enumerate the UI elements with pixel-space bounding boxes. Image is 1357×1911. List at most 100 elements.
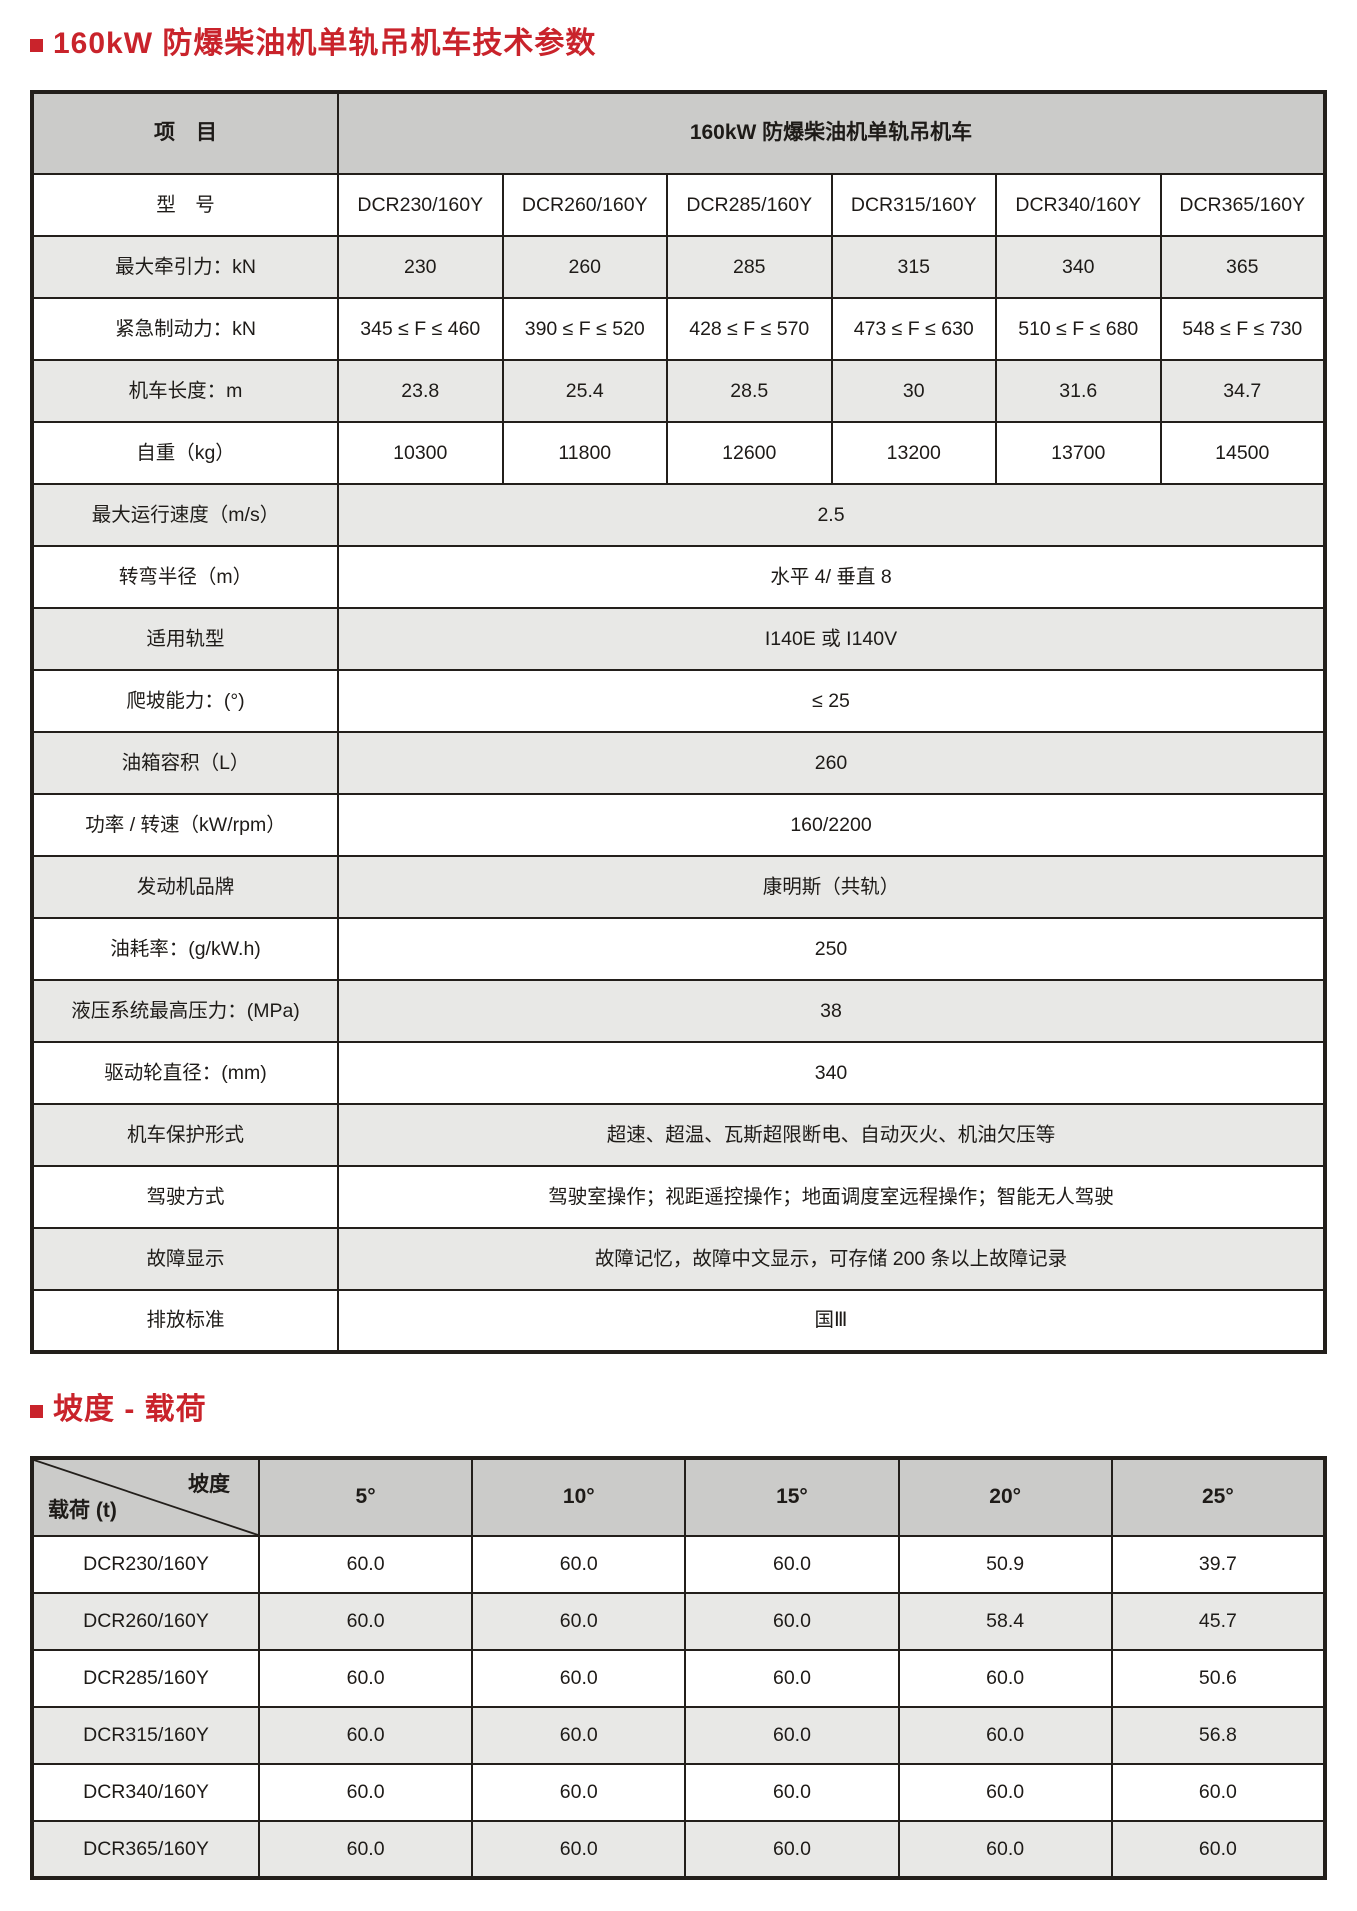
slope-cell: 60.0: [684, 1820, 900, 1879]
spec-cell: 28.5: [666, 359, 833, 423]
slope-cell: 50.9: [897, 1535, 1113, 1594]
spec-cell: 25.4: [501, 359, 668, 423]
slope-cell: 60.0: [1110, 1820, 1327, 1879]
slope-col-header: 15°: [684, 1457, 900, 1537]
spec-row-label: 机车保护形式: [31, 1103, 339, 1167]
spec-cell: 340: [995, 235, 1162, 299]
spec-row-label: 驱动轮直径：(mm): [31, 1041, 339, 1105]
spec-cell-merged: 国Ⅲ: [337, 1289, 1326, 1353]
spec-cell: 473 ≤ F ≤ 630: [830, 297, 997, 361]
corner-load-label: 载荷 (t): [48, 1499, 117, 1522]
spec-header-row: 项 目 160kW 防爆柴油机单轨吊机车: [31, 91, 1326, 175]
spec-row-label: 转弯半径（m）: [31, 545, 339, 609]
spec-cell: DCR230/160Y: [337, 173, 504, 237]
spec-cell-merged: ≤ 25: [337, 669, 1326, 733]
corner-slope-label: 坡度: [188, 1473, 230, 1496]
spec-row-turn-radius: 转弯半径（m） 水平 4/ 垂直 8: [31, 545, 1326, 609]
spec-cell: 31.6: [995, 359, 1162, 423]
spec-cell: 34.7: [1159, 359, 1326, 423]
spec-row-label: 机车长度：m: [31, 359, 339, 423]
spec-row-label: 自重（kg）: [31, 421, 339, 485]
spec-row-rail-type: 适用轨型 I140E 或 I140V: [31, 607, 1326, 671]
spec-cell: DCR340/160Y: [995, 173, 1162, 237]
slope-col-header: 5°: [257, 1457, 474, 1537]
slope-row-dcr340: DCR340/160Y 60.0 60.0 60.0 60.0 60.0: [31, 1763, 1327, 1822]
spec-cell: 13200: [830, 421, 997, 485]
spec-row-protection: 机车保护形式 超速、超温、瓦斯超限断电、自动灭火、机油欠压等: [31, 1103, 1326, 1167]
spec-cell-merged: 38: [337, 979, 1326, 1043]
slope-cell: 60.0: [684, 1592, 900, 1651]
spec-cell: 11800: [501, 421, 668, 485]
spec-row-label: 油耗率：(g/kW.h): [31, 917, 339, 981]
spec-cell: 285: [666, 235, 833, 299]
slope-cell: 60.0: [1110, 1763, 1327, 1822]
slope-cell: 60.0: [897, 1649, 1113, 1708]
spec-row-label: 适用轨型: [31, 607, 339, 671]
slope-cell: 50.6: [1110, 1649, 1327, 1708]
spec-row-emission: 排放标准 国Ⅲ: [31, 1289, 1326, 1353]
slope-row-label: DCR260/160Y: [31, 1592, 260, 1651]
slope-load-table: 坡度 载荷 (t) 5° 10° 15° 20° 25° DCR230/160Y…: [30, 1456, 1327, 1880]
spec-cell-merged: 260: [337, 731, 1326, 795]
spec-cell: 345 ≤ F ≤ 460: [337, 297, 504, 361]
spec-table: 项 目 160kW 防爆柴油机单轨吊机车 型 号 DCR230/160Y DCR…: [30, 90, 1327, 1354]
slope-cell: 60.0: [471, 1535, 687, 1594]
spec-cell: 260: [501, 235, 668, 299]
spec-cell: 10300: [337, 421, 504, 485]
spec-row-label: 排放标准: [31, 1289, 339, 1353]
spec-cell: 390 ≤ F ≤ 520: [501, 297, 668, 361]
spec-cell: 510 ≤ F ≤ 680: [995, 297, 1162, 361]
spec-row-driving-mode: 驾驶方式 驾驶室操作；视距遥控操作；地面调度室远程操作；智能无人驾驶: [31, 1165, 1326, 1229]
spec-cell-merged: 康明斯（共轨）: [337, 855, 1326, 919]
spec-cell: DCR365/160Y: [1159, 173, 1326, 237]
spec-cell: 13700: [995, 421, 1162, 485]
slope-cell: 60.0: [257, 1763, 474, 1822]
spec-row-label: 型 号: [31, 173, 339, 237]
spec-row-label: 液压系统最高压力：(MPa): [31, 979, 339, 1043]
spec-row-label: 最大运行速度（m/s）: [31, 483, 339, 547]
spec-row-label: 发动机品牌: [31, 855, 339, 919]
spec-cell-merged: 故障记忆，故障中文显示，可存储 200 条以上故障记录: [337, 1227, 1326, 1291]
spec-cell: 23.8: [337, 359, 504, 423]
slope-corner-cell: 坡度 载荷 (t): [31, 1457, 260, 1537]
slope-col-header: 25°: [1110, 1457, 1327, 1537]
slope-row-label: DCR285/160Y: [31, 1649, 260, 1708]
slope-row-dcr285: DCR285/160Y 60.0 60.0 60.0 60.0 50.6: [31, 1649, 1327, 1708]
spec-cell-merged: 水平 4/ 垂直 8: [337, 545, 1326, 609]
spec-row-fuel-rate: 油耗率：(g/kW.h) 250: [31, 917, 1326, 981]
spec-cell: 428 ≤ F ≤ 570: [666, 297, 833, 361]
slope-cell: 60.0: [471, 1592, 687, 1651]
spec-cell: 14500: [1159, 421, 1326, 485]
slope-cell: 60.0: [471, 1649, 687, 1708]
slope-header-row: 坡度 载荷 (t) 5° 10° 15° 20° 25°: [31, 1457, 1327, 1537]
slope-cell: 60.0: [257, 1820, 474, 1879]
title-bullet-icon: [30, 39, 43, 52]
spec-row-braking: 紧急制动力：kN 345 ≤ F ≤ 460 390 ≤ F ≤ 520 428…: [31, 297, 1326, 361]
slope-row-label: DCR365/160Y: [31, 1820, 260, 1879]
spec-cell-merged: 驾驶室操作；视距遥控操作；地面调度室远程操作；智能无人驾驶: [337, 1165, 1326, 1229]
spec-cell-merged: 2.5: [337, 483, 1326, 547]
spec-row-label: 紧急制动力：kN: [31, 297, 339, 361]
spec-cell-merged: I140E 或 I140V: [337, 607, 1326, 671]
spec-row-label: 最大牵引力：kN: [31, 235, 339, 299]
spec-row-length: 机车长度：m 23.8 25.4 28.5 30 31.6 34.7: [31, 359, 1326, 423]
slope-cell: 39.7: [1110, 1535, 1327, 1594]
spec-row-climbing: 爬坡能力：(°) ≤ 25: [31, 669, 1326, 733]
title-bullet-icon: [30, 1405, 43, 1418]
spec-row-label: 功率 / 转速（kW/rpm）: [31, 793, 339, 857]
spec-row-wheel-diameter: 驱动轮直径：(mm) 340: [31, 1041, 1326, 1105]
slope-cell: 60.0: [257, 1535, 474, 1594]
spec-cell-merged: 340: [337, 1041, 1326, 1105]
spec-cell: 12600: [666, 421, 833, 485]
spec-cell: 548 ≤ F ≤ 730: [1159, 297, 1326, 361]
slope-row-label: DCR315/160Y: [31, 1706, 260, 1765]
section-title-slope-load: 坡度 - 载荷: [30, 1390, 1327, 1430]
section-title-specs: 160kW 防爆柴油机单轨吊机车技术参数: [30, 24, 1327, 64]
slope-row-label: DCR340/160Y: [31, 1763, 260, 1822]
spec-row-speed: 最大运行速度（m/s） 2.5: [31, 483, 1326, 547]
section-title-text: 坡度 - 载荷: [53, 1393, 207, 1426]
spec-cell: 30: [830, 359, 997, 423]
spec-cell: DCR285/160Y: [666, 173, 833, 237]
spec-cell-merged: 160/2200: [337, 793, 1326, 857]
slope-cell: 60.0: [684, 1535, 900, 1594]
